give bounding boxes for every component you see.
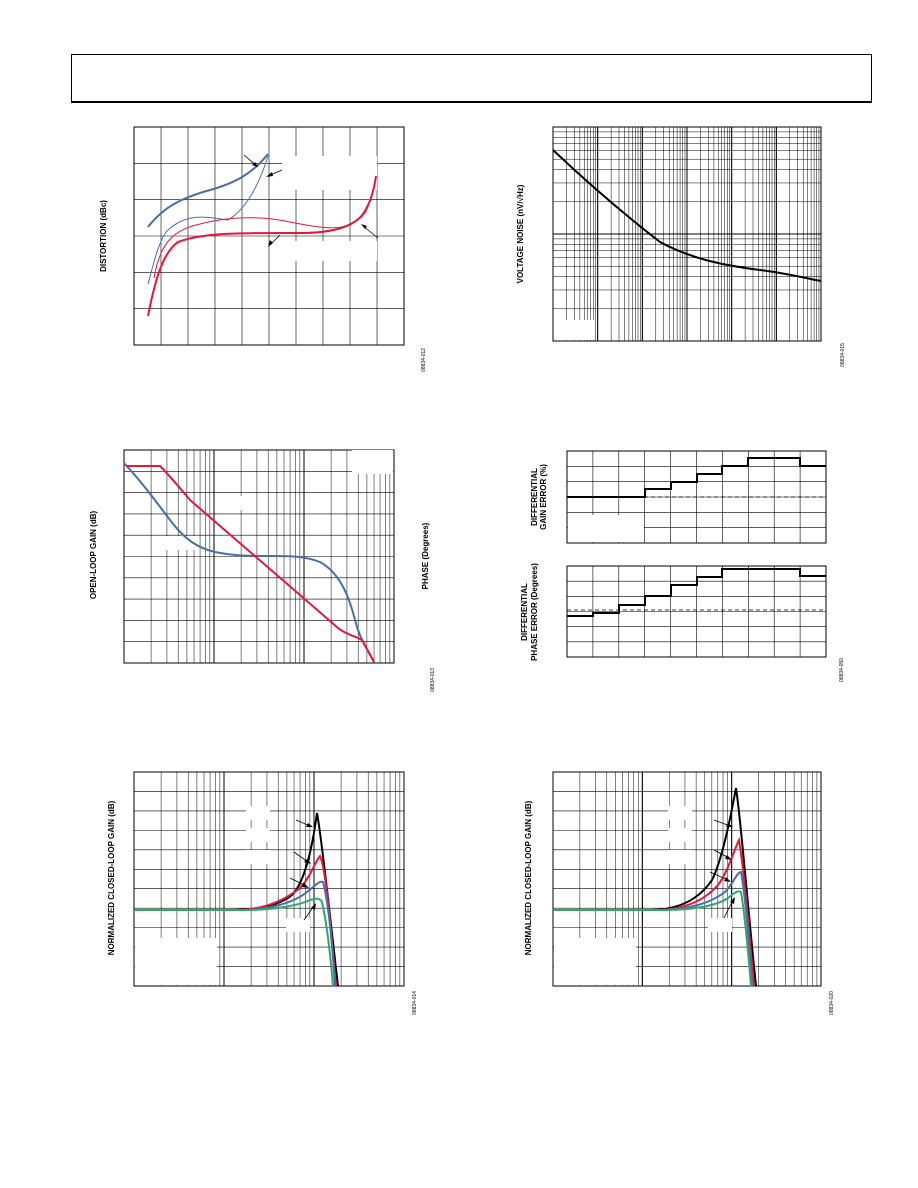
- voltage-noise-y-axis-label: VOLTAGE NOISE (nV/√Hz): [516, 184, 525, 283]
- closed-loop-left-arrowhead-2: [304, 859, 311, 864]
- distortion-series-red-thin: [153, 175, 377, 279]
- open-loop-gain-chart: OPEN-LOOP GAIN (dB) PHASE (Degrees) 0883…: [89, 449, 436, 692]
- closed-loop-right-arrowhead-4: [730, 897, 735, 904]
- closed-loop-left-plot-frame: [133, 771, 405, 987]
- open-loop-gain-figure-code: 08834-013: [430, 668, 436, 692]
- closed-loop-right-black-curve: [553, 787, 757, 987]
- closed-loop-left-legend-area: [135, 938, 217, 985]
- page-header-box: [71, 54, 872, 103]
- closed-loop-right-arrowhead-3: [724, 877, 731, 882]
- open-loop-gain-y-axis-label: OPEN-LOOP GAIN (dB): [89, 511, 98, 600]
- closed-loop-left-blue-curve: [134, 880, 336, 987]
- voltage-noise-figure-code: 08834-015: [840, 343, 846, 367]
- differential-gain-blank-area: [568, 515, 644, 542]
- voltage-noise-blank-area: [554, 320, 594, 340]
- voltage-noise-grid: [552, 126, 822, 342]
- phase-y-axis-label: PHASE (Degrees): [421, 522, 430, 589]
- open-loop-gain-blue-curve: [123, 462, 375, 663]
- closed-loop-left-y-axis-label: NORMALIZED CLOSED-LOOP GAIN (dB): [107, 800, 116, 955]
- differential-gain-step-curve: [567, 457, 826, 498]
- differential-phase-step-curve: [567, 568, 826, 617]
- differential-figure-code: 08834-050: [839, 658, 845, 682]
- open-loop-gain-label-area-2: [222, 496, 250, 510]
- distortion-figure-code: 08834-012: [421, 348, 427, 372]
- distortion-plot-frame: [133, 126, 405, 346]
- closed-loop-right-y-axis-label: NORMALIZED CLOSED-LOOP GAIN (dB): [524, 800, 533, 955]
- closed-loop-right-red-curve: [553, 836, 755, 987]
- closed-loop-left-arrowhead-4: [311, 903, 316, 910]
- closed-loop-left-label-2: [246, 828, 270, 842]
- closed-loop-right-plot-frame: [552, 771, 822, 987]
- closed-loop-left-arrow-2: [293, 851, 309, 863]
- distortion-y-axis-label: DISTORTION (dBc): [99, 200, 108, 272]
- distortion-chart: DISTORTION (dBc) 08834-012: [99, 126, 427, 372]
- closed-loop-gain-chart-left: NORMALIZED CLOSED-LOOP GAIN (dB) 08834-0…: [107, 771, 418, 1015]
- differential-phase-y-label-line2: PHASE ERROR (Degrees): [530, 563, 539, 661]
- closed-loop-right-label-1: [668, 806, 692, 820]
- distortion-legend-area-2: [282, 241, 377, 261]
- closed-loop-right-label-2: [668, 828, 692, 842]
- closed-loop-right-arrowhead-2: [725, 855, 732, 860]
- distortion-arrowhead-1: [252, 162, 258, 167]
- closed-loop-left-arrowhead-1: [306, 823, 313, 827]
- differential-gain-y-label-line2: GAIN ERROR (%): [539, 464, 548, 530]
- closed-loop-right-arrow-3: [709, 871, 729, 881]
- distortion-arrowhead-3: [268, 240, 273, 247]
- open-loop-gain-label-area-1: [352, 450, 393, 474]
- closed-loop-left-label-1: [246, 806, 270, 820]
- closed-loop-right-label-3: [668, 850, 692, 864]
- closed-loop-left-green-curve: [134, 897, 334, 987]
- voltage-noise-curve: [552, 149, 822, 282]
- closed-loop-right-label-4: [708, 918, 732, 932]
- open-loop-phase-red-curve: [126, 465, 375, 663]
- closed-loop-left-label-4: [286, 918, 310, 932]
- closed-loop-right-green-curve: [553, 890, 752, 987]
- distortion-series-red-thick: [147, 175, 377, 317]
- closed-loop-right-arrowhead-1: [726, 823, 733, 827]
- distortion-legend-area: [282, 156, 377, 190]
- distortion-arrowhead-2: [266, 172, 273, 177]
- closed-loop-right-figure-code: 08834-020: [829, 991, 835, 1015]
- differential-chart: DIFFERENTIAL GAIN ERROR (%) DIFFERENTIAL…: [520, 450, 845, 682]
- differential-gain-y-label-line1: DIFFERENTIAL: [530, 468, 539, 526]
- voltage-noise-chart: VOLTAGE NOISE (nV/√Hz) 08834-015: [516, 126, 846, 367]
- voltage-noise-plot-frame: [552, 126, 822, 342]
- closed-loop-right-blue-curve: [553, 870, 753, 987]
- closed-loop-left-figure-code: 08834-014: [412, 991, 418, 1015]
- closed-loop-right-arrow-4: [723, 899, 734, 919]
- open-loop-gain-plot-frame: [123, 449, 395, 664]
- closed-loop-gain-chart-right: NORMALIZED CLOSED-LOOP GAIN (dB) 08834-0…: [524, 771, 835, 1015]
- distortion-arrowhead-4: [361, 224, 367, 229]
- closed-loop-left-label-3: [246, 850, 270, 864]
- differential-phase-y-label-line1: DIFFERENTIAL: [520, 583, 529, 641]
- closed-loop-right-legend-area: [554, 938, 636, 985]
- distortion-series-blue-thin: [147, 155, 269, 285]
- differential-phase-plot-frame: [566, 565, 827, 658]
- distortion-series-blue-thick: [147, 153, 269, 228]
- closed-loop-left-arrowhead-3: [302, 883, 309, 888]
